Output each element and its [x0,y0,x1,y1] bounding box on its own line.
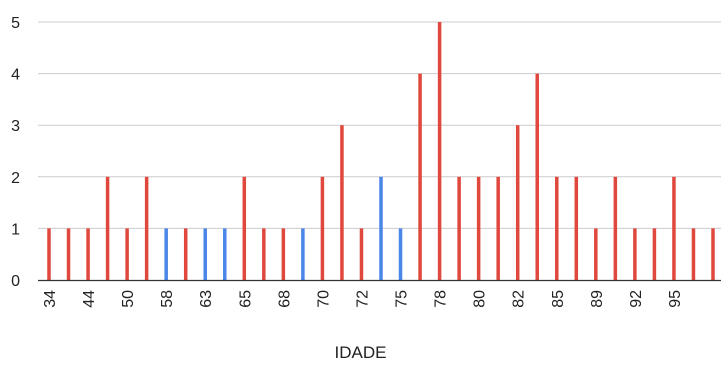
bar [594,228,598,280]
x-tick-label: 89 [589,290,606,308]
x-tick-label: 95 [667,290,684,308]
bar [555,176,559,280]
x-tick-label: 63 [198,290,215,308]
x-tick-label: 58 [159,290,176,308]
y-tick-label: 4 [11,67,20,84]
x-tick-label: 75 [394,290,411,308]
x-tick-label: 92 [628,290,645,308]
bar [437,22,442,280]
bar [711,228,715,280]
x-tick-label: 34 [42,290,59,308]
bar [574,176,579,280]
bar [672,176,676,280]
bar [164,228,168,280]
bar [320,176,325,280]
bar [613,176,618,280]
x-tick-label: 85 [550,290,567,308]
bar [203,228,207,280]
bar [66,228,71,280]
bar [398,228,403,280]
y-tick-label: 3 [11,118,20,135]
x-tick-label: 65 [237,290,254,308]
y-tick-label: 5 [11,15,20,32]
bar [183,228,188,280]
x-tick-label: 68 [276,290,293,308]
bar [262,228,266,280]
bar [633,228,637,280]
bar [47,228,51,280]
bar [105,176,110,280]
x-tick-label: 78 [433,290,450,308]
bar [144,176,149,280]
bar [86,228,90,280]
bar [535,73,539,280]
bar [223,228,227,280]
bar [457,176,461,280]
bar [379,176,383,280]
x-axis-title: IDADE [334,343,387,362]
bar [652,228,657,280]
bar [476,176,481,280]
x-tick-label: 82 [511,290,528,308]
bar [359,228,364,280]
y-tick-label: 2 [11,170,20,187]
x-tick-label: 50 [120,290,137,308]
bar [340,125,344,280]
bar [242,176,247,280]
bar [496,176,500,280]
y-tick-label: 0 [11,273,20,290]
x-tick-label: 44 [81,290,98,308]
x-tick-label: 72 [354,290,371,308]
bar [125,228,129,280]
x-tick-label: 80 [472,290,489,308]
bar [418,73,422,280]
x-tick-label: 70 [315,290,332,308]
bar [691,228,696,280]
bar [515,125,520,280]
y-tick-label: 1 [11,221,20,238]
bar [301,228,305,280]
bar [281,228,286,280]
